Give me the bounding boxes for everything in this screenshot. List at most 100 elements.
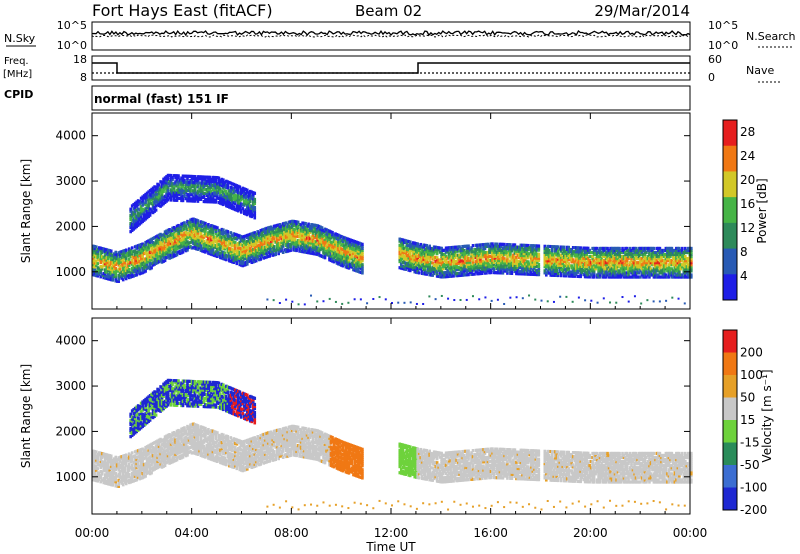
- power-cell: [260, 244, 264, 248]
- power-cell: [655, 246, 659, 251]
- power-cell: [92, 258, 95, 263]
- power-cell: [120, 262, 124, 266]
- power-cell: [335, 257, 339, 261]
- power-cell: [503, 267, 506, 271]
- power-cell: [349, 240, 352, 244]
- power-cell: [513, 251, 517, 255]
- power-cell: [292, 230, 295, 234]
- power-cell: [211, 234, 215, 239]
- power-cell: [133, 249, 137, 253]
- power-cell: [257, 258, 261, 262]
- power-cell: [302, 246, 306, 250]
- power-cell: [407, 266, 411, 270]
- power-cell: [207, 241, 210, 245]
- power-cell: [286, 245, 289, 249]
- power-cell: [186, 240, 189, 244]
- power-cell: [228, 248, 231, 253]
- power-cell: [543, 254, 547, 259]
- power-cell: [468, 256, 472, 260]
- power-cell: [624, 246, 627, 251]
- power-cell: [498, 252, 502, 257]
- power-cell: [245, 239, 249, 244]
- power-cell: [106, 269, 110, 273]
- power-cell: [480, 267, 484, 271]
- power-cell: [169, 233, 173, 237]
- power-cell: [163, 238, 167, 242]
- power-cell: [534, 252, 538, 256]
- power-cell: [411, 249, 415, 253]
- power-cell: [263, 247, 267, 251]
- power-cell: [222, 244, 225, 248]
- power-cell: [157, 187, 161, 191]
- power-cell: [177, 244, 180, 248]
- power-cell: [506, 257, 509, 261]
- power-cell: [639, 263, 642, 267]
- power-cell: [613, 273, 617, 277]
- power-cell: [480, 259, 484, 263]
- power-cell: [172, 250, 176, 254]
- power-cell: [399, 242, 403, 246]
- power-cell: [592, 252, 596, 257]
- power-cell: [175, 192, 179, 196]
- power-cell: [453, 270, 457, 274]
- power-cell: [443, 273, 446, 277]
- power-cell: [603, 259, 606, 263]
- power-cell: [353, 266, 357, 270]
- power-cell: [536, 246, 539, 250]
- power-cell: [207, 233, 210, 237]
- power-cell: [156, 252, 159, 256]
- power-cell: [558, 269, 562, 274]
- power-cell: [347, 256, 351, 260]
- power-cell: [100, 249, 104, 253]
- power-cell: [183, 178, 186, 182]
- power-cell: [341, 243, 345, 248]
- power-cell: [121, 278, 125, 282]
- power-cell: [337, 252, 340, 256]
- power-cell: [453, 247, 457, 251]
- power-cell: [302, 225, 306, 229]
- power-cell: [676, 273, 680, 277]
- power-cell: [459, 273, 463, 277]
- power-cell: [251, 252, 255, 256]
- power-cell: [308, 251, 312, 255]
- power-cell: [271, 245, 274, 249]
- power-cell: [607, 263, 611, 267]
- power-cell: [615, 261, 618, 265]
- power-cell: [334, 234, 337, 238]
- power-cell: [120, 256, 124, 260]
- power-cell: [476, 255, 479, 260]
- power-cell: [684, 246, 687, 251]
- power-cell: [402, 257, 406, 261]
- power-cell: [359, 266, 363, 270]
- power-cell: [664, 275, 668, 279]
- power-cell: [613, 267, 617, 271]
- power-cell: [198, 240, 201, 244]
- power-cell: [260, 228, 264, 232]
- power-cell: [574, 262, 578, 266]
- power-cell: [531, 256, 535, 260]
- power-cell: [193, 193, 197, 197]
- power-cell: [413, 243, 417, 247]
- power-cell: [292, 238, 295, 242]
- power-cell: [229, 249, 233, 253]
- power-cell: [305, 250, 309, 255]
- power-cell: [310, 229, 313, 233]
- power-cell: [622, 255, 626, 259]
- power-cell: [105, 264, 109, 268]
- power-cell: [518, 249, 521, 253]
- power-cell: [547, 253, 551, 257]
- power-cell: [648, 252, 651, 257]
- power-cell: [295, 230, 298, 234]
- power-cell: [341, 252, 345, 256]
- power-cell: [329, 236, 333, 240]
- power-cell: [286, 233, 289, 237]
- power-cell: [509, 243, 512, 247]
- power-cell: [419, 244, 423, 249]
- power-cell: [404, 267, 408, 271]
- power-cell: [202, 243, 206, 248]
- power-cell: [99, 275, 103, 279]
- power-cell: [549, 269, 553, 273]
- power-cell: [344, 251, 348, 255]
- power-cell: [331, 230, 334, 235]
- power-cell: [120, 250, 124, 254]
